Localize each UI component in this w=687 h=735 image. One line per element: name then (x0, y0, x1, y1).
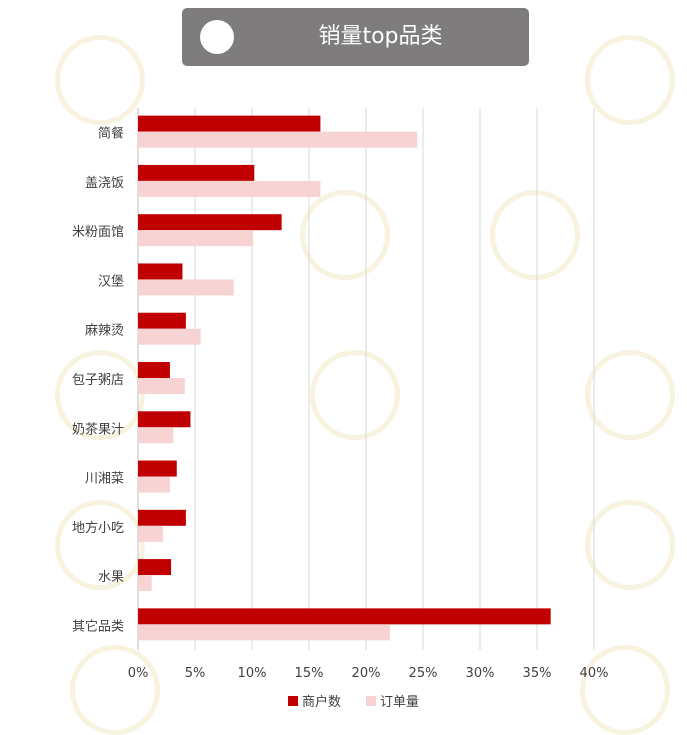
watermark-logo (55, 35, 145, 125)
bar-merchant-count (138, 263, 183, 280)
bar-merchant-count (138, 509, 186, 526)
bar-merchant-count (138, 362, 170, 378)
bar-merchant-count (138, 411, 191, 428)
category-label: 简餐 (98, 126, 124, 142)
category-label: 盖浇饭 (85, 176, 124, 191)
watermark-logo (300, 190, 390, 280)
legend-swatch (366, 696, 376, 706)
x-tick-label: 25% (409, 666, 438, 681)
bar-order-volume (138, 476, 170, 493)
category-label: 奶茶果汁 (72, 421, 124, 437)
bar-order-volume (138, 525, 164, 542)
x-tick-label: 5% (185, 666, 206, 681)
bar-order-volume (138, 230, 254, 247)
watermark-logo (585, 500, 675, 590)
bar-merchant-count (138, 214, 282, 231)
category-label: 米粉面馆 (72, 225, 124, 240)
watermark-logo (490, 190, 580, 280)
bar-order-volume (138, 624, 390, 641)
bar-order-volume (138, 328, 201, 345)
watermark-logo (585, 35, 675, 125)
legend-label: 订单量 (380, 695, 419, 710)
category-label: 麻辣烫 (85, 324, 124, 339)
bar-order-volume (138, 427, 174, 444)
category-label: 川湘菜 (85, 472, 124, 487)
watermark-logo (310, 350, 400, 440)
bar-merchant-count (138, 312, 186, 329)
circle-icon (200, 20, 234, 54)
bar-merchant-count (138, 559, 172, 576)
x-tick-label: 10% (238, 666, 267, 681)
legend-label: 商户数 (302, 694, 341, 710)
watermark-logo (55, 500, 145, 590)
x-tick-label: 35% (523, 666, 552, 681)
bar-merchant-count (138, 608, 551, 625)
category-label: 其它品类 (72, 618, 124, 634)
category-label: 地方小吃 (72, 520, 124, 536)
category-label: 水果 (98, 570, 124, 585)
x-tick-label: 40% (580, 666, 609, 681)
legend-swatch (288, 696, 298, 706)
title-banner: 销量top品类 (182, 8, 529, 66)
bar-order-volume (138, 180, 321, 197)
category-label: 包子粥店 (72, 372, 124, 388)
bar-merchant-count (138, 115, 321, 132)
bar-merchant-count (138, 164, 255, 181)
category-label: 汉堡 (98, 273, 124, 289)
x-tick-label: 0% (128, 666, 149, 681)
x-tick-label: 20% (352, 666, 381, 681)
x-tick-label: 15% (295, 666, 324, 681)
x-tick-label: 30% (466, 666, 495, 681)
watermark-logo (55, 350, 145, 440)
bar-order-volume (138, 378, 185, 394)
chart-title: 销量top品类 (318, 24, 443, 49)
bar-merchant-count (138, 460, 177, 477)
bar-order-volume (138, 279, 234, 296)
bar-order-volume (138, 131, 418, 148)
watermark-logo (585, 350, 675, 440)
bar-order-volume (138, 575, 152, 592)
